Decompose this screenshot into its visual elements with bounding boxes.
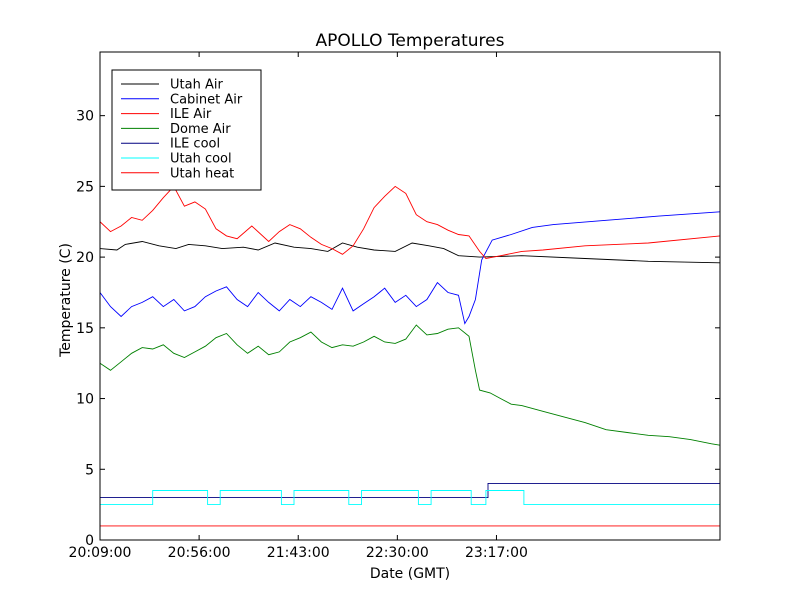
series-line-cabinet-air	[100, 211, 720, 325]
y-axis-label: Temperature (C)	[58, 243, 74, 358]
x-tick-label: 23:17:00	[465, 545, 528, 561]
ticks-layer: 20:09:00 20:56:00 21:43:00 22:30:00 23:17:00…	[69, 52, 720, 561]
series-line-utah-air	[100, 241, 720, 264]
plot-frame	[99, 51, 721, 541]
x-tick-label: 22:30:00	[366, 545, 429, 561]
y-tick-label: 30	[76, 109, 94, 125]
x-tick-label: 20:09:00	[69, 545, 132, 561]
legend-label: Utah heat	[170, 166, 234, 181]
legend-label: Utah Air	[170, 78, 223, 93]
legend-label: Cabinet Air	[170, 92, 243, 107]
x-axis-label: Date (GMT)	[370, 566, 450, 582]
legend-label: ILE Air	[170, 107, 212, 122]
y-tick-label: 25	[76, 179, 94, 195]
series-line-dome-air	[100, 324, 720, 446]
y-tick-label: 10	[76, 392, 94, 408]
legend-label: Dome Air	[170, 122, 231, 137]
legend-label: Utah cool	[170, 152, 232, 167]
y-tick-label: 15	[76, 321, 94, 337]
y-tick-label: 20	[76, 250, 94, 266]
x-tick-label: 21:43:00	[267, 545, 330, 561]
y-tick-label: 5	[85, 462, 94, 478]
y-tick-label: 0	[85, 533, 94, 549]
legend-box	[111, 69, 262, 191]
series-line-utah-cool	[100, 490, 720, 506]
chart-title: APOLLO Temperatures	[316, 31, 505, 51]
x-tick-label: 20:56:00	[168, 545, 231, 561]
legend-label: ILE cool	[170, 137, 220, 152]
